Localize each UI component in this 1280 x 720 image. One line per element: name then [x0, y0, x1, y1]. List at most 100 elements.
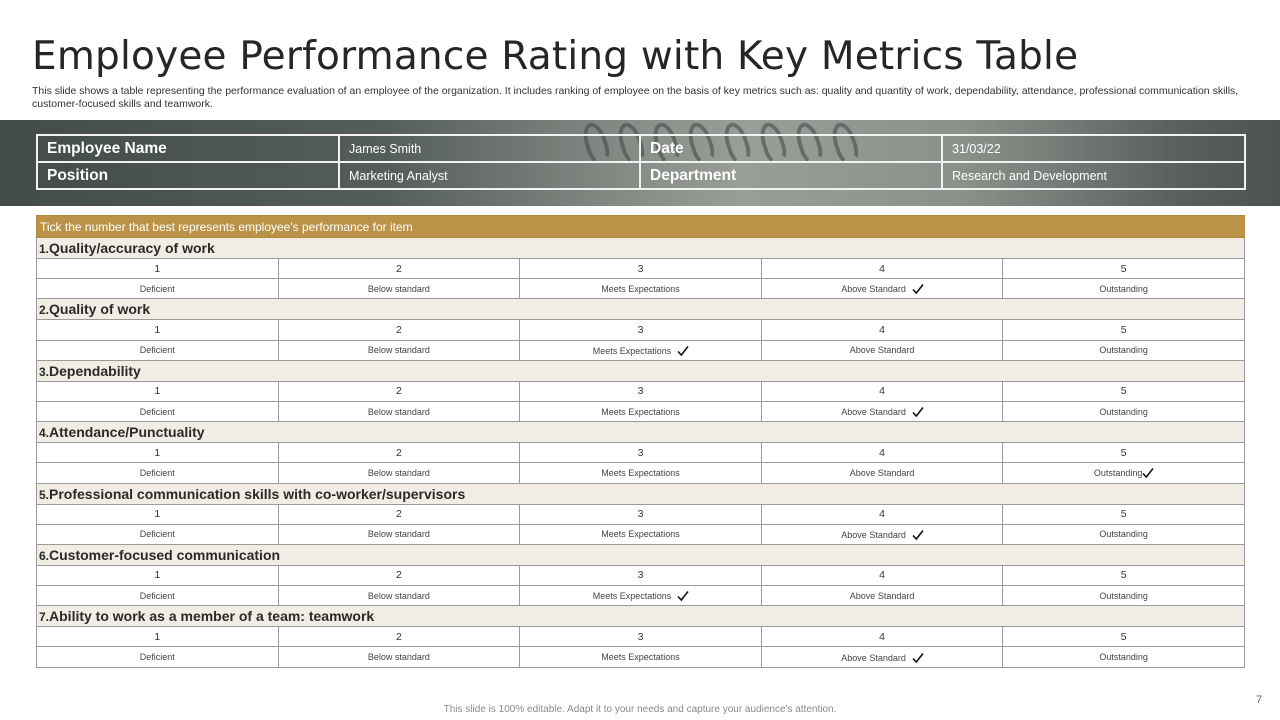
scale-label-cell[interactable]: Outstanding — [1002, 462, 1245, 484]
scale-number-cell[interactable]: 2 — [277, 319, 521, 341]
scale-number-cell[interactable]: 2 — [277, 626, 521, 648]
scale-label-cell[interactable]: Outstanding — [1002, 523, 1245, 545]
metric-number: 6. — [39, 548, 50, 563]
scale-number-cell[interactable]: 4 — [760, 319, 1004, 341]
scale-label-cell[interactable]: Meets Expectations — [519, 462, 762, 484]
scale-number-cell[interactable]: 1 — [36, 564, 279, 587]
scale-label-cell[interactable]: Above Standard — [760, 400, 1004, 423]
date-value[interactable]: 31/03/22 — [941, 134, 1246, 163]
scale-label: Meets Expectations — [601, 406, 680, 417]
scale-number-cell[interactable]: 4 — [760, 442, 1004, 464]
employee-name-value[interactable]: James Smith — [338, 134, 641, 163]
scale-label-cell[interactable]: Below standard — [277, 646, 521, 668]
scale-label-cell[interactable]: Below standard — [277, 585, 521, 607]
scale-label-cell[interactable]: Above Standard — [760, 646, 1004, 668]
scale-label-cell[interactable]: Deficient — [36, 400, 279, 423]
scale-label-cell[interactable]: Meets Expectations — [519, 585, 762, 607]
scale-number-cell[interactable]: 3 — [519, 257, 762, 280]
scale-number-cell[interactable]: 3 — [519, 442, 762, 464]
scale-label: Meets Expectations — [601, 283, 680, 294]
scale-label-cell[interactable]: Above Standard — [760, 462, 1004, 484]
scale-label-cell[interactable]: Meets Expectations — [519, 339, 762, 361]
date-label: Date — [639, 134, 943, 163]
scale-number-cell[interactable]: 1 — [36, 380, 279, 402]
metric-name: Attendance/Punctuality — [49, 424, 205, 441]
scale-number-cell[interactable]: 1 — [36, 442, 279, 464]
scale-label-cell[interactable]: Below standard — [277, 400, 521, 423]
scale-number-cell[interactable]: 5 — [1002, 257, 1245, 280]
scale-label: Deficient — [139, 283, 175, 294]
scale-label: Below standard — [367, 283, 430, 294]
slide-title: Employee Performance Rating with Key Met… — [32, 34, 1079, 79]
scale-label-row: Deficient Below standard Meets Expectation… — [36, 339, 1245, 361]
scale-number-cell[interactable]: 1 — [36, 319, 279, 341]
scale-label-cell[interactable]: Below standard — [277, 278, 521, 300]
scale-number-cell[interactable]: 3 — [519, 626, 762, 648]
scale-label-cell[interactable]: Deficient — [36, 462, 279, 484]
scale-label-cell[interactable]: Below standard — [277, 339, 521, 361]
scale-label-cell[interactable]: Deficient — [36, 523, 279, 545]
scale-label: Below standard — [367, 590, 430, 601]
scale-number-cell[interactable]: 5 — [1002, 626, 1245, 648]
scale-number-cell[interactable]: 2 — [277, 564, 521, 587]
scale-number-cell[interactable]: 2 — [277, 380, 521, 402]
scale-label-cell[interactable]: Outstanding — [1002, 339, 1245, 361]
position-label: Position — [36, 161, 340, 190]
scale-label: Above Standard — [849, 345, 915, 356]
metric-section-title: 5.Professional communication skills with… — [36, 482, 1245, 505]
metric-section-title: 2.Quality of work — [36, 298, 1245, 321]
scale-number-cell[interactable]: 5 — [1002, 442, 1245, 464]
scale-label-cell[interactable]: Deficient — [36, 585, 279, 607]
scale-label-cell[interactable]: Meets Expectations — [519, 278, 762, 300]
scale-label: Outstanding — [1099, 406, 1148, 417]
scale-number-cell[interactable]: 4 — [760, 564, 1004, 587]
scale-number-cell[interactable]: 2 — [277, 257, 521, 280]
scale-label-cell[interactable]: Meets Expectations — [519, 646, 762, 668]
metric-section-title: 6.Customer-focused communication — [36, 543, 1245, 566]
scale-label: Outstanding — [1099, 283, 1148, 294]
checkmark-icon — [677, 345, 689, 356]
scale-label-cell[interactable]: Above Standard — [760, 339, 1004, 361]
scale-label-cell[interactable]: Below standard — [277, 523, 521, 545]
checkmark-icon — [1142, 467, 1155, 479]
scale-number-cell[interactable]: 5 — [1002, 564, 1245, 587]
scale-number-cell[interactable]: 4 — [760, 257, 1004, 280]
scale-label-cell[interactable]: Outstanding — [1002, 646, 1245, 668]
scale-number-cell[interactable]: 4 — [760, 380, 1004, 402]
scale-number-cell[interactable]: 3 — [519, 503, 762, 525]
scale-number-cell[interactable]: 2 — [277, 503, 521, 525]
scale-label: Deficient — [139, 345, 175, 356]
scale-label-cell[interactable]: Meets Expectations — [519, 523, 762, 545]
scale-label-cell[interactable]: Below standard — [277, 462, 521, 484]
scale-number-cell[interactable]: 3 — [519, 380, 762, 402]
scale-number-cell[interactable]: 3 — [519, 319, 762, 341]
scale-number-cell[interactable]: 2 — [277, 442, 521, 464]
scale-label: Meets Expectations — [601, 529, 680, 540]
scale-label-cell[interactable]: Deficient — [36, 646, 279, 668]
scale-label-cell[interactable]: Meets Expectations — [519, 400, 762, 423]
scale-number-cell[interactable]: 1 — [36, 503, 279, 525]
scale-label-cell[interactable]: Above Standard — [760, 278, 1004, 300]
scale-number-cell[interactable]: 5 — [1002, 319, 1245, 341]
scale-label-cell[interactable]: Outstanding — [1002, 278, 1245, 300]
scale-number-cell[interactable]: 4 — [760, 503, 1004, 525]
scale-number-cell[interactable]: 3 — [519, 564, 762, 587]
scale-label-cell[interactable]: Outstanding — [1002, 400, 1245, 423]
scale-number-cell[interactable]: 1 — [36, 257, 279, 280]
position-value[interactable]: Marketing Analyst — [338, 161, 641, 190]
scale-label-cell[interactable]: Above Standard — [760, 585, 1004, 607]
scale-label-cell[interactable]: Deficient — [36, 278, 279, 300]
scale-number-cell[interactable]: 4 — [760, 626, 1004, 648]
scale-number-cell[interactable]: 5 — [1002, 503, 1245, 525]
scale-number-cell[interactable]: 5 — [1002, 380, 1245, 402]
metric-name: Quality/accuracy of work — [49, 240, 215, 256]
department-value[interactable]: Research and Development — [941, 161, 1246, 190]
scale-number-cell[interactable]: 1 — [36, 626, 279, 648]
scale-label-cell[interactable]: Deficient — [36, 339, 279, 361]
scale-label-cell[interactable]: Outstanding — [1002, 585, 1245, 607]
metric-section-title: 3.Dependability — [36, 359, 1245, 382]
scale-label-cell[interactable]: Above Standard — [760, 523, 1004, 545]
